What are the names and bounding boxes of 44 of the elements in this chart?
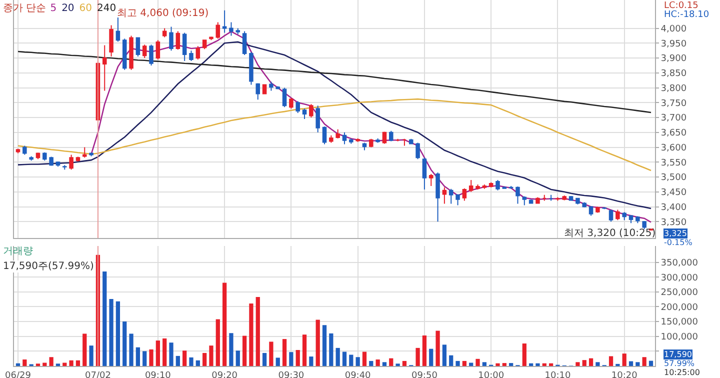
y-tick-label: 250,000 [660, 288, 698, 298]
y-tick-label: 3,350 [660, 218, 687, 228]
text: 17,590 [664, 350, 692, 359]
y-tick-label: 300,000 [660, 273, 698, 284]
y-tick-label: 3,750 [660, 98, 687, 109]
text: -0.15% [664, 238, 693, 247]
y-tick-label: 200,000 [660, 302, 698, 313]
x-tick-label: 09:50 [411, 370, 438, 378]
annotation: 최고 4,060 (09:19) [117, 8, 209, 19]
text: 5 [50, 3, 57, 14]
x-tick-label: 09:10 [144, 370, 172, 378]
y-tick-label: 3,500 [660, 173, 687, 184]
y-tick-label: 3,850 [660, 69, 687, 80]
text: LC:0.15 [664, 1, 698, 11]
y-tick-label: 3,900 [660, 54, 687, 64]
x-tick-label: 10:10 [544, 370, 571, 378]
x-tick-label: 09:20 [212, 370, 238, 378]
text: HC:-18.10 [664, 10, 710, 20]
y-tick-label: 3,800 [660, 84, 687, 94]
y-tick-label: 3,550 [660, 158, 687, 168]
y-tick-label: 3,600 [660, 143, 687, 154]
y-tick-label: 150,000 [660, 318, 698, 328]
x-tick-label: 09:30 [278, 370, 304, 378]
x-tick-label: 10:20 [611, 370, 638, 378]
y-tick-label: 100,000 [660, 332, 698, 343]
annotation: 최저 3,320 (10:25) [564, 228, 656, 239]
x-tick-label: 10:00 [478, 370, 504, 378]
text: 57.99% [664, 359, 695, 368]
x-tick-label: 09:40 [344, 370, 372, 378]
text: 3,325 [664, 229, 687, 238]
text: 240 [97, 3, 116, 14]
text: 60 [79, 3, 92, 14]
text: 10:25:00 [664, 368, 700, 377]
annotation: 17,590주(57.99%) [3, 261, 94, 272]
chart-title: 거래량 [2, 246, 33, 257]
y-tick-label: 3,650 [660, 128, 687, 139]
y-tick-label: 3,450 [660, 188, 687, 198]
y-tick-label: 350,000 [660, 258, 698, 268]
text: 20 [62, 3, 74, 14]
y-tick-label: 3,700 [660, 114, 687, 124]
legend-title: 종가 단순 [3, 3, 46, 14]
y-tick-label: 4,000 [660, 24, 687, 34]
y-tick-label: 3,400 [660, 202, 687, 213]
y-tick-label: 3,950 [660, 39, 687, 50]
